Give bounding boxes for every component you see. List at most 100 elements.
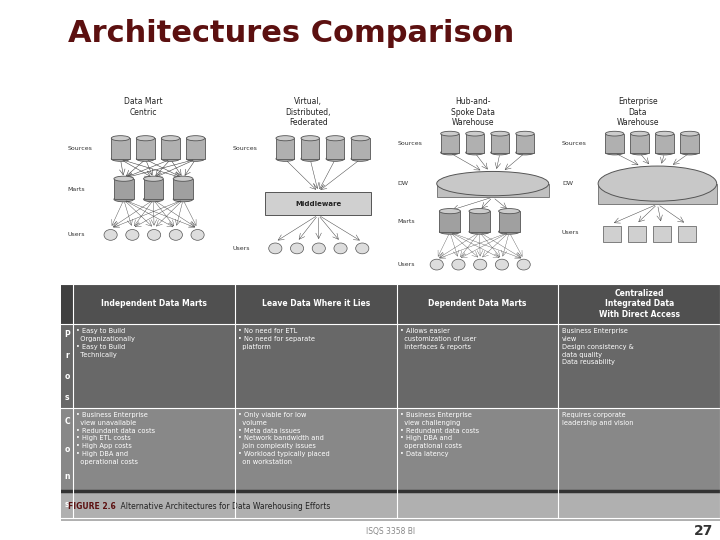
Circle shape bbox=[104, 230, 117, 240]
Bar bbox=[655, 133, 674, 152]
Ellipse shape bbox=[437, 172, 549, 195]
Ellipse shape bbox=[499, 229, 520, 234]
Bar bbox=[61, 324, 720, 408]
Circle shape bbox=[191, 230, 204, 240]
Ellipse shape bbox=[631, 150, 649, 155]
Text: FIGURE 2.6: FIGURE 2.6 bbox=[68, 502, 115, 511]
Bar bbox=[441, 133, 459, 152]
Text: Users: Users bbox=[562, 230, 580, 235]
Ellipse shape bbox=[174, 197, 193, 202]
Ellipse shape bbox=[466, 131, 484, 136]
Bar bbox=[61, 408, 720, 518]
Circle shape bbox=[269, 243, 282, 254]
Bar bbox=[61, 94, 720, 284]
Text: Sources: Sources bbox=[397, 140, 422, 146]
Ellipse shape bbox=[351, 136, 369, 141]
Ellipse shape bbox=[143, 176, 163, 181]
Circle shape bbox=[312, 243, 325, 254]
Bar bbox=[61, 284, 73, 324]
Ellipse shape bbox=[112, 136, 130, 141]
Text: • Business Enterprise
  view challenging
• Redundant data costs
• High DBA and
 : • Business Enterprise view challenging •… bbox=[400, 412, 479, 457]
Ellipse shape bbox=[441, 131, 459, 136]
Ellipse shape bbox=[174, 176, 193, 181]
Ellipse shape bbox=[516, 150, 534, 155]
Text: DW: DW bbox=[562, 181, 573, 186]
Bar bbox=[491, 133, 509, 152]
Ellipse shape bbox=[114, 197, 134, 202]
Text: Data Mart
Centric: Data Mart Centric bbox=[125, 97, 163, 117]
Text: s: s bbox=[65, 500, 69, 509]
Ellipse shape bbox=[276, 136, 294, 141]
Circle shape bbox=[290, 243, 304, 254]
Ellipse shape bbox=[680, 150, 699, 155]
Ellipse shape bbox=[598, 166, 716, 201]
Text: Independent Data Marts: Independent Data Marts bbox=[101, 299, 207, 308]
Text: Alternative Architectures for Data Warehousing Efforts: Alternative Architectures for Data Wareh… bbox=[111, 502, 330, 511]
Ellipse shape bbox=[491, 150, 509, 155]
Bar bbox=[606, 133, 624, 152]
Text: • Only viable for low
  volume
• Meta data issues
• Network bandwidth and
  join: • Only viable for low volume • Meta data… bbox=[238, 412, 330, 464]
Circle shape bbox=[452, 259, 465, 270]
Ellipse shape bbox=[655, 131, 674, 136]
Ellipse shape bbox=[499, 208, 520, 214]
Bar bbox=[61, 491, 720, 521]
Text: DW: DW bbox=[397, 181, 408, 186]
Text: r: r bbox=[66, 351, 69, 360]
Text: Middleware: Middleware bbox=[295, 200, 341, 207]
Bar bbox=[351, 138, 369, 159]
Ellipse shape bbox=[441, 150, 459, 155]
Bar bbox=[174, 179, 193, 199]
Ellipse shape bbox=[326, 156, 344, 161]
Ellipse shape bbox=[439, 208, 460, 214]
Text: Business Enterprise
view
Design consistency &
data quality
Data reusability: Business Enterprise view Design consiste… bbox=[562, 328, 634, 366]
Bar bbox=[678, 226, 696, 242]
Ellipse shape bbox=[469, 208, 490, 214]
Text: Users: Users bbox=[68, 232, 85, 238]
Text: Dependent Data Marts: Dependent Data Marts bbox=[428, 299, 526, 308]
Circle shape bbox=[517, 259, 530, 270]
Ellipse shape bbox=[301, 136, 320, 141]
Ellipse shape bbox=[469, 229, 490, 234]
Bar bbox=[466, 133, 484, 152]
Bar bbox=[628, 226, 647, 242]
Text: P: P bbox=[64, 330, 70, 339]
Ellipse shape bbox=[112, 156, 130, 161]
Bar bbox=[516, 133, 534, 152]
Circle shape bbox=[148, 230, 161, 240]
Text: Centralized
Integrated Data
With Direct Access: Centralized Integrated Data With Direct … bbox=[598, 289, 680, 319]
Text: Marts: Marts bbox=[397, 219, 415, 224]
Ellipse shape bbox=[326, 136, 344, 141]
Bar bbox=[598, 184, 716, 204]
Ellipse shape bbox=[301, 156, 320, 161]
Text: Enterprise
Data
Warehouse: Enterprise Data Warehouse bbox=[616, 97, 659, 127]
Bar bbox=[112, 138, 130, 159]
Ellipse shape bbox=[276, 156, 294, 161]
Text: Architectures Comparison: Architectures Comparison bbox=[68, 19, 514, 48]
Ellipse shape bbox=[631, 131, 649, 136]
Circle shape bbox=[356, 243, 369, 254]
Bar bbox=[266, 192, 371, 215]
Ellipse shape bbox=[186, 136, 204, 141]
Ellipse shape bbox=[606, 150, 624, 155]
Text: Sources: Sources bbox=[68, 146, 93, 151]
Circle shape bbox=[430, 259, 444, 270]
Bar bbox=[186, 138, 204, 159]
Bar bbox=[437, 184, 549, 197]
Text: • Easy to Build
  Organizationally
• Easy to Build
  Technically: • Easy to Build Organizationally • Easy … bbox=[76, 328, 135, 357]
Text: ISQS 3358 BI: ISQS 3358 BI bbox=[366, 527, 415, 536]
Bar bbox=[136, 138, 155, 159]
Text: Users: Users bbox=[233, 246, 250, 251]
Ellipse shape bbox=[161, 136, 180, 141]
Ellipse shape bbox=[351, 156, 369, 161]
Ellipse shape bbox=[114, 176, 134, 181]
Ellipse shape bbox=[161, 156, 180, 161]
Text: Sources: Sources bbox=[562, 140, 587, 146]
Circle shape bbox=[474, 259, 487, 270]
Ellipse shape bbox=[606, 131, 624, 136]
Text: • No need for ETL
• No need for separate
  platform: • No need for ETL • No need for separate… bbox=[238, 328, 315, 350]
Text: n: n bbox=[64, 472, 70, 481]
Bar bbox=[469, 211, 490, 232]
Ellipse shape bbox=[491, 131, 509, 136]
Bar bbox=[499, 211, 520, 232]
Bar bbox=[653, 226, 671, 242]
